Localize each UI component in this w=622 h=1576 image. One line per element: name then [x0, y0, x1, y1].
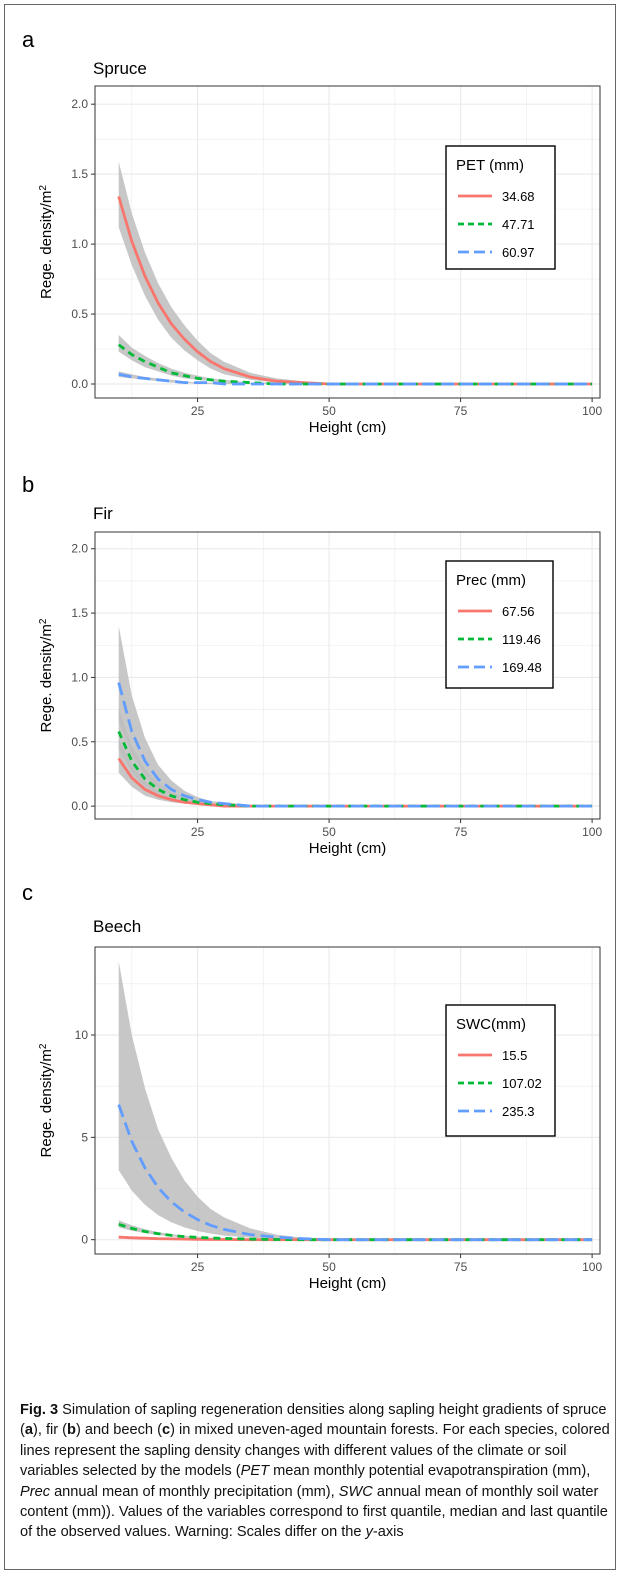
y-axis-label-superscript: 2	[38, 185, 49, 191]
x-tick-label: 50	[322, 825, 336, 839]
legend-label-2: 119.46	[502, 632, 541, 647]
figure-caption: Fig. 3 Simulation of sapling regeneratio…	[20, 1400, 612, 1543]
x-tick-label: 25	[191, 404, 205, 418]
series-line-3	[117, 1104, 593, 1242]
legend-label-1: 15.5	[502, 1048, 527, 1063]
x-tick-label: 50	[322, 404, 336, 418]
data-layer	[117, 161, 593, 386]
confidence-ribbon-2	[118, 708, 593, 807]
legend-title: SWC(mm)	[456, 1016, 526, 1033]
confidence-ribbon-3	[118, 961, 593, 1240]
y-tick-label: 1.5	[71, 606, 88, 620]
legend-label-1: 67.56	[502, 604, 535, 619]
legend-label-1: 34.68	[502, 189, 535, 204]
y-tick-label: 0.5	[71, 735, 88, 749]
y-axis-label-superscript: 2	[38, 1043, 49, 1049]
series-line-3	[117, 682, 593, 808]
legend: PET (mm) 34.68 47.71 60.97	[445, 145, 556, 270]
x-tick-label: 50	[322, 1260, 336, 1274]
caption-label: Fig. 3	[20, 1402, 59, 1418]
x-axis-label: Height (cm)	[309, 419, 387, 436]
x-tick-label: 100	[582, 825, 602, 839]
x-tick-label: 75	[454, 404, 468, 418]
y-tick-label: 2.0	[71, 97, 88, 111]
panel-letter: b	[22, 472, 34, 497]
y-axis-label: Rege. density/m2	[38, 618, 56, 732]
y-tick-label: 5	[81, 1130, 88, 1144]
legend-label-3: 235.3	[502, 1104, 535, 1119]
x-axis-label: Height (cm)	[309, 1275, 387, 1292]
panel-a: a Spruce 25 50 75 100 0.0 0.5 1.0 1.5 2.0 Height (c…	[22, 27, 602, 436]
plot-border	[94, 85, 601, 399]
plot-border	[94, 531, 601, 820]
legend-label-2: 47.71	[502, 217, 535, 232]
x-tick-label: 25	[191, 825, 205, 839]
chart-title: Spruce	[93, 59, 147, 78]
x-axis-label: Height (cm)	[309, 840, 387, 857]
x-tick-label: 75	[454, 825, 468, 839]
data-layer	[117, 961, 593, 1242]
x-tick-label: 100	[582, 1260, 602, 1274]
panel-letter: c	[22, 880, 33, 905]
data-layer	[117, 626, 593, 808]
legend-title: Prec (mm)	[456, 572, 526, 589]
legend-box	[445, 145, 556, 270]
y-tick-label: 1.0	[71, 237, 88, 251]
y-tick-label: 2.0	[71, 542, 88, 556]
y-tick-label: 0.0	[71, 799, 88, 813]
panel-c: c Beech 25 50 75 100 0 5 10 Height (cm) Rege. dens…	[22, 880, 602, 1292]
y-tick-label: 0.0	[71, 377, 88, 391]
x-tick-label: 75	[454, 1260, 468, 1274]
chart-title: Fir	[93, 504, 113, 523]
legend-label-2: 107.02	[502, 1076, 542, 1091]
y-tick-label: 0.5	[71, 307, 88, 321]
legend-label-3: 169.48	[502, 660, 542, 675]
x-tick-label: 25	[191, 1260, 205, 1274]
series-line-2	[117, 343, 593, 386]
y-tick-label: 0	[81, 1233, 88, 1247]
series-line-3	[118, 372, 593, 386]
y-axis-label-superscript: 2	[38, 618, 49, 624]
chart-title: Beech	[93, 917, 141, 936]
plot-border	[94, 946, 601, 1255]
y-tick-label: 10	[75, 1028, 89, 1042]
series-line-2	[117, 730, 593, 808]
legend: SWC(mm) 15.5 107.02 235.3	[445, 1004, 556, 1137]
panel-b: b Fir 25 50 75 100 0.0 0.5 1.0 1.5 2.0 Height (cm) R…	[22, 472, 602, 857]
confidence-ribbon-3	[118, 626, 593, 807]
caption-text: Simulation of sapling regeneration densi…	[20, 1402, 610, 1541]
y-tick-label: 1.0	[71, 670, 88, 684]
figure-frame	[4, 4, 616, 1570]
panel-letter: a	[22, 27, 35, 52]
y-axis-label: Rege. density/m2	[38, 185, 56, 299]
legend-title: PET (mm)	[456, 157, 524, 174]
y-tick-label: 1.5	[71, 167, 88, 181]
y-axis-label: Rege. density/m2	[38, 1043, 56, 1157]
legend-label-3: 60.97	[502, 245, 535, 260]
legend: Prec (mm) 67.56 119.46 169.48	[445, 560, 554, 689]
x-tick-label: 100	[582, 404, 602, 418]
legend-box	[445, 1004, 556, 1137]
